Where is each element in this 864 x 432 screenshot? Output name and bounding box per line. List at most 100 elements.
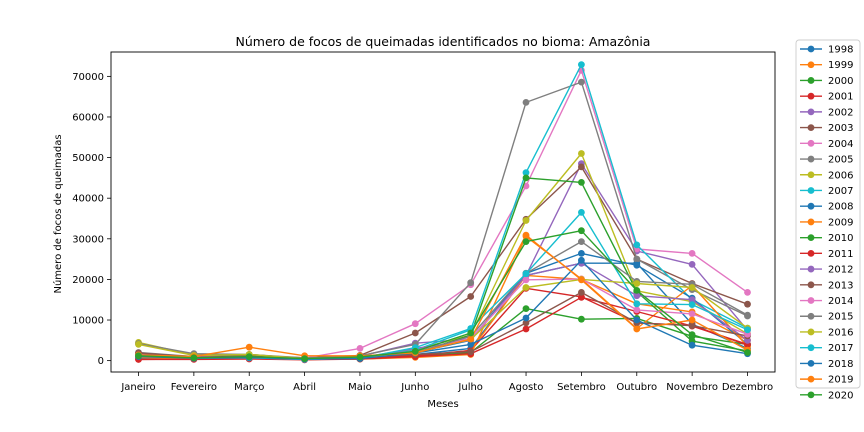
- chart-title: Número de focos de queimadas identificad…: [236, 34, 651, 49]
- data-point: [467, 279, 475, 287]
- data-point: [522, 305, 530, 312]
- legend-label: 2018: [828, 359, 853, 370]
- data-point: [578, 61, 585, 68]
- y-axis: 0 10000 20000 30000 40000 50000 60000 70000: [72, 72, 111, 367]
- plot-area-frame: [110, 51, 776, 373]
- legend-label: 2012: [828, 265, 853, 276]
- data-point: [633, 280, 641, 287]
- legend-label: 2000: [828, 76, 853, 87]
- data-point: [522, 231, 530, 239]
- legend-marker: [807, 124, 815, 131]
- series-line: [138, 229, 748, 360]
- data-point: [522, 284, 530, 291]
- data-point: [135, 352, 142, 360]
- data-point: [522, 169, 530, 177]
- data-point: [688, 310, 696, 318]
- series-line: [138, 234, 748, 358]
- data-point: [688, 341, 696, 349]
- data-point: [633, 325, 641, 333]
- legend-marker: [807, 375, 815, 383]
- x-tick-label: Novembro: [666, 382, 718, 393]
- legend-marker: [807, 281, 815, 289]
- legend-item: 2020: [800, 390, 853, 401]
- legend-label: 1998: [828, 45, 853, 56]
- x-tick-label: Agosto: [509, 382, 544, 393]
- legend-marker: [807, 218, 815, 226]
- data-point: [688, 316, 696, 324]
- legend-marker: [807, 360, 815, 367]
- series-2005: [135, 78, 751, 362]
- legend-label: 2017: [828, 343, 853, 354]
- legend-marker: [807, 312, 815, 320]
- legend-item: 1999: [800, 60, 853, 71]
- data-point: [522, 319, 530, 327]
- data-point: [688, 296, 696, 304]
- legend-label: 2002: [828, 107, 853, 118]
- data-point: [522, 314, 530, 322]
- series-line: [138, 166, 748, 359]
- legend-item: 2005: [800, 155, 853, 166]
- data-point: [578, 227, 585, 235]
- data-point: [522, 174, 530, 182]
- legend-marker: [807, 77, 815, 84]
- data-point: [578, 256, 585, 264]
- data-point: [744, 326, 751, 334]
- data-point: [467, 335, 475, 343]
- data-point: [578, 209, 585, 216]
- series-2020: [135, 227, 751, 362]
- data-point: [245, 353, 253, 360]
- legend-item: 2006: [800, 170, 853, 181]
- data-point: [578, 238, 585, 246]
- y-axis-label: Número de focos de queimadas: [52, 134, 64, 293]
- data-point: [633, 287, 641, 294]
- legend-label: 2015: [828, 312, 853, 323]
- data-point: [245, 343, 253, 351]
- y-tick-label: 50000: [72, 153, 104, 164]
- x-tick-label: Maio: [348, 382, 372, 393]
- data-point: [688, 250, 696, 257]
- legend-item: 2010: [800, 233, 853, 244]
- legend-marker: [807, 171, 815, 179]
- data-point: [522, 99, 530, 106]
- data-point: [356, 353, 364, 361]
- x-tick-label: Junho: [400, 382, 429, 393]
- legend-label: 2013: [828, 280, 853, 291]
- data-point: [411, 329, 419, 337]
- data-point: [522, 238, 530, 246]
- legend-marker: [807, 328, 815, 336]
- legend-marker: [807, 249, 815, 257]
- data-point: [190, 354, 198, 362]
- y-tick-label: 30000: [72, 234, 104, 245]
- legend-item: 2014: [800, 296, 853, 307]
- x-tick-label: Março: [234, 382, 264, 393]
- legend-marker: [807, 344, 815, 352]
- legend-label: 2006: [828, 170, 853, 181]
- legend-marker: [807, 202, 815, 210]
- data-point: [578, 315, 585, 323]
- legend-label: 1999: [828, 60, 853, 71]
- data-point: [688, 322, 696, 330]
- legend-label: 2003: [828, 123, 853, 134]
- data-point: [522, 276, 530, 284]
- x-tick-label: Julho: [457, 382, 483, 393]
- data-point: [744, 349, 751, 356]
- legend-marker: [807, 297, 815, 304]
- series-line: [138, 177, 748, 360]
- data-point: [633, 255, 641, 263]
- data-point: [467, 293, 475, 300]
- data-point: [744, 300, 751, 308]
- legend-item: 2003: [800, 123, 853, 134]
- legend-item: 2001: [800, 92, 853, 103]
- legend-label: 2014: [828, 296, 853, 307]
- legend-item: 2008: [800, 202, 853, 213]
- series-2002: [135, 160, 751, 362]
- data-point: [578, 163, 585, 171]
- legend-label: 2001: [828, 92, 853, 103]
- x-tick-label: Setembro: [557, 382, 606, 393]
- legend-marker: [807, 187, 815, 194]
- legend-item: 2009: [800, 217, 853, 228]
- legend-label: 2010: [828, 233, 853, 244]
- data-point: [688, 284, 696, 291]
- x-axis: Janeiro Fevereiro Março Abril Maio Junho Julho…: [120, 372, 773, 393]
- x-tick-label: Fevereiro: [171, 382, 217, 393]
